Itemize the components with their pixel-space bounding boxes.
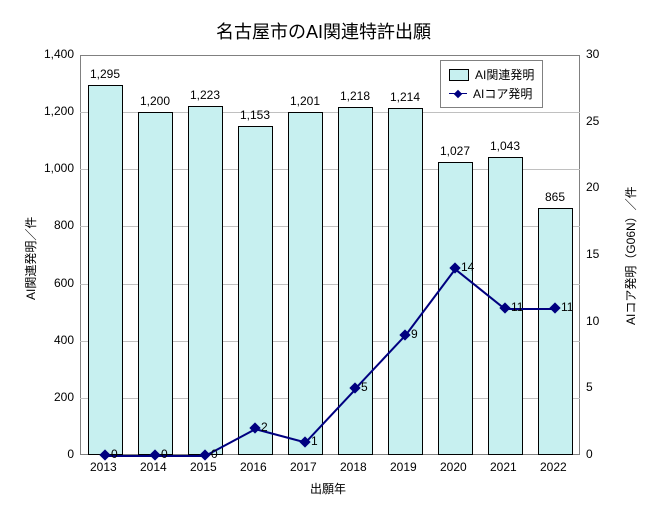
line-value-label: 0 (211, 447, 218, 461)
x-tick-label: 2014 (140, 460, 167, 474)
x-tick-label: 2015 (190, 460, 217, 474)
bar (538, 208, 573, 455)
bar-value-label: 865 (545, 190, 565, 204)
y-right-tick-label: 20 (586, 180, 599, 194)
y-left-tick-label: 400 (54, 333, 74, 347)
bar (238, 126, 273, 455)
bar-value-label: 1,153 (240, 108, 270, 122)
x-tick-label: 2016 (240, 460, 267, 474)
x-tick-label: 2018 (340, 460, 367, 474)
legend-label: AI関連発明 (475, 66, 534, 83)
line-value-label: 14 (461, 260, 474, 274)
y-left-tick-label: 1,400 (44, 47, 74, 61)
bar-value-label: 1,214 (390, 90, 420, 104)
bar-value-label: 1,027 (440, 144, 470, 158)
bar-value-label: 1,223 (190, 88, 220, 102)
y-left-tick-label: 1,200 (44, 104, 74, 118)
y-right-tick-label: 5 (586, 380, 593, 394)
legend: AI関連発明 AIコア発明 (440, 60, 543, 108)
line-value-label: 5 (361, 380, 368, 394)
bar (388, 108, 423, 455)
legend-swatch-icon (449, 93, 467, 95)
legend-item-line: AIコア発明 (449, 84, 534, 103)
y-right-axis-label: AIコア発明（G06N）／件 (622, 186, 639, 325)
x-tick-label: 2013 (90, 460, 117, 474)
line-value-label: 1 (311, 434, 318, 448)
x-tick-label: 2017 (290, 460, 317, 474)
y-right-tick-label: 0 (586, 447, 593, 461)
bar (88, 85, 123, 455)
x-axis-label: 出願年 (310, 480, 346, 497)
bar-value-label: 1,218 (340, 89, 370, 103)
y-left-axis-label: AI関連発明／件 (22, 217, 39, 300)
y-left-tick-label: 200 (54, 390, 74, 404)
y-right-tick-label: 30 (586, 47, 599, 61)
bar (188, 106, 223, 455)
bar (438, 162, 473, 455)
bar (288, 112, 323, 455)
y-right-tick-label: 25 (586, 114, 599, 128)
legend-swatch-icon (449, 69, 469, 81)
y-left-tick-label: 0 (67, 447, 74, 461)
line-value-label: 0 (161, 447, 168, 461)
line-value-label: 2 (261, 420, 268, 434)
chart-title: 名古屋市のAI関連特許出願 (0, 18, 647, 44)
line-value-label: 11 (511, 300, 523, 314)
y-left-tick-label: 800 (54, 218, 74, 232)
bar (138, 112, 173, 455)
y-left-tick-label: 600 (54, 276, 74, 290)
legend-label: AIコア発明 (473, 85, 532, 102)
bar-value-label: 1,200 (140, 94, 170, 108)
y-right-tick-label: 15 (586, 247, 599, 261)
x-tick-label: 2019 (390, 460, 417, 474)
chart-container: 名古屋市のAI関連特許出願 AI関連発明／件 AIコア発明（G06N）／件 出願… (0, 0, 647, 514)
y-left-tick-label: 1,000 (44, 161, 74, 175)
x-tick-label: 2021 (490, 460, 517, 474)
bar-value-label: 1,043 (490, 139, 520, 153)
x-tick-label: 2022 (540, 460, 567, 474)
x-tick-label: 2020 (440, 460, 467, 474)
line-value-label: 11 (561, 300, 573, 314)
line-value-label: 0 (111, 447, 118, 461)
bar-value-label: 1,201 (290, 94, 320, 108)
line-value-label: 9 (411, 327, 418, 341)
legend-item-bar: AI関連発明 (449, 65, 534, 84)
bar-value-label: 1,295 (90, 67, 120, 81)
y-right-tick-label: 10 (586, 314, 599, 328)
